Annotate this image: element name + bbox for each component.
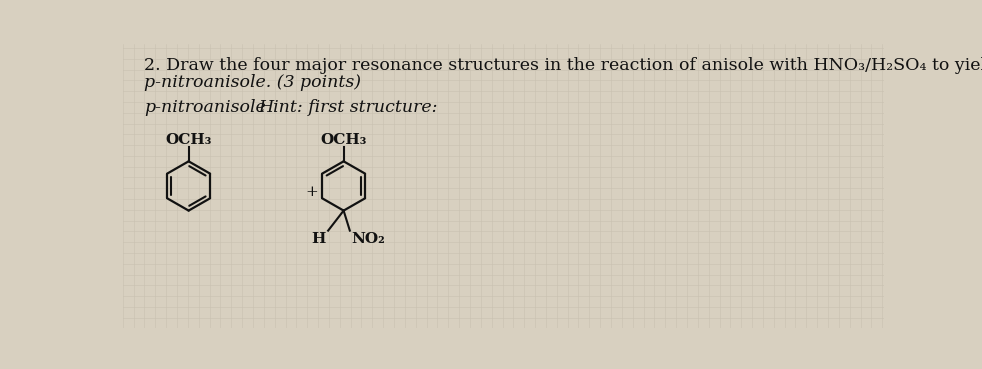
Text: 2. Draw the four major resonance structures in the reaction of anisole with HNO₃: 2. Draw the four major resonance structu…	[144, 57, 982, 75]
Text: +: +	[305, 185, 317, 199]
Text: p-nitroanisole. (3 points): p-nitroanisole. (3 points)	[144, 74, 361, 91]
Text: p-nitroanisole: p-nitroanisole	[144, 99, 266, 116]
Text: OCH₃: OCH₃	[165, 133, 212, 147]
Text: H: H	[311, 232, 326, 246]
Text: Hint: first structure:: Hint: first structure:	[258, 99, 438, 116]
Text: NO₂: NO₂	[352, 232, 385, 246]
Text: OCH₃: OCH₃	[320, 133, 367, 147]
